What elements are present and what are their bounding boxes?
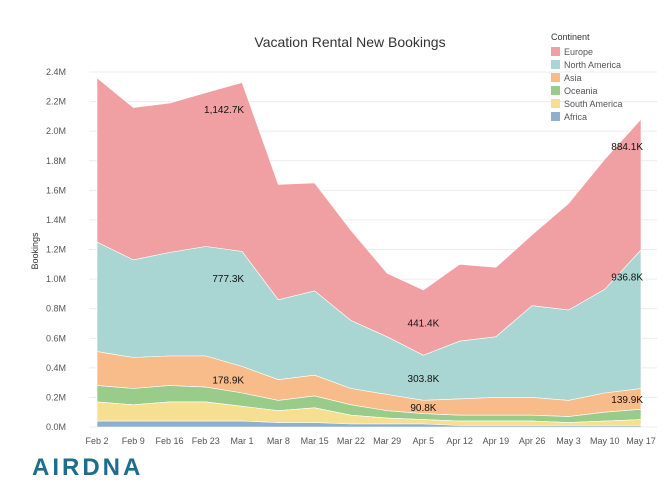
x-tick-label: May 10: [590, 436, 620, 446]
x-tick-label: Apr 5: [413, 436, 435, 446]
x-tick-label: Feb 23: [192, 436, 220, 446]
area-africa: [96, 420, 642, 428]
y-tick-label: 1.4M: [46, 215, 66, 225]
y-tick-label: 2.2M: [46, 97, 66, 107]
y-tick-label: 0.2M: [46, 392, 66, 402]
axes: 0.0M 0.2M 0.4M 0.6M 0.8M 1.0M 1.2M 1.4M 1.6M 1.8M…: [46, 67, 656, 446]
y-tick-label: 2.4M: [46, 67, 66, 77]
y-tick-label: 0.8M: [46, 304, 66, 314]
data-label-europe: 1,142.7K: [204, 105, 244, 116]
y-tick-label: 1.8M: [46, 156, 66, 166]
y-tick-label: 1.6M: [46, 185, 66, 195]
legend-label-south-america: South America: [564, 99, 623, 109]
y-tick-label: 1.0M: [46, 274, 66, 284]
legend-swatch-south-america: [551, 99, 560, 108]
x-tick-label: Apr 26: [519, 436, 546, 446]
legend-swatch-europe: [551, 47, 560, 56]
legend-swatch-oceania: [551, 86, 560, 95]
y-tick-label: 0.0M: [46, 422, 66, 432]
airdna-logo: AIRDNA: [32, 454, 143, 481]
x-tick-label: Mar 22: [337, 436, 365, 446]
y-tick-label: 1.2M: [46, 245, 66, 255]
data-label-north-america: 936.8K: [611, 273, 643, 284]
x-tick-label: May 3: [556, 436, 581, 446]
x-tick-label: Mar 29: [373, 436, 401, 446]
data-label-europe: 884.1K: [611, 142, 643, 153]
x-tick-label: Apr 12: [446, 436, 473, 446]
logo-text: AIRDNA: [32, 454, 143, 481]
y-axis-title: Bookings: [30, 232, 40, 270]
data-label-asia: 139.9K: [611, 395, 643, 406]
x-tick-label: Feb 16: [156, 436, 184, 446]
data-label-north-america: 303.8K: [408, 374, 440, 385]
y-tick-label: 0.6M: [46, 333, 66, 343]
legend-swatch-africa: [551, 112, 560, 121]
y-tick-label: 0.4M: [46, 363, 66, 373]
data-labels: 1,142.7K 441.4K 884.1K 777.3K 303.8K 936.8K 17…: [204, 105, 643, 414]
legend-label-oceania: Oceania: [564, 86, 598, 96]
data-label-europe: 441.4K: [408, 319, 440, 330]
x-tick-label: Feb 9: [122, 436, 145, 446]
chart-title: Vacation Rental New Bookings: [254, 34, 445, 50]
legend-title: Continent: [551, 32, 590, 42]
legend-label-europe: Europe: [564, 47, 593, 57]
x-tick-label: Mar 1: [231, 436, 254, 446]
x-tick-label: Feb 2: [85, 436, 108, 446]
x-tick-label: Mar 15: [301, 436, 329, 446]
data-label-asia: 178.9K: [212, 376, 244, 387]
x-tick-label: May 17: [626, 436, 656, 446]
stacked-areas: [96, 77, 642, 428]
x-tick-label: Apr 19: [483, 436, 510, 446]
legend-swatch-north-america: [551, 60, 560, 69]
legend-label-north-america: North America: [564, 60, 621, 70]
data-label-north-america: 777.3K: [212, 274, 244, 285]
legend: Continent Europe North America Asia Oceania…: [551, 32, 623, 122]
x-tick-label: Mar 8: [267, 436, 290, 446]
legend-label-asia: Asia: [564, 73, 582, 83]
data-label-asia: 90.8K: [410, 403, 436, 414]
legend-label-africa: Africa: [564, 112, 587, 122]
y-tick-label: 2.0M: [46, 126, 66, 136]
legend-swatch-asia: [551, 73, 560, 82]
